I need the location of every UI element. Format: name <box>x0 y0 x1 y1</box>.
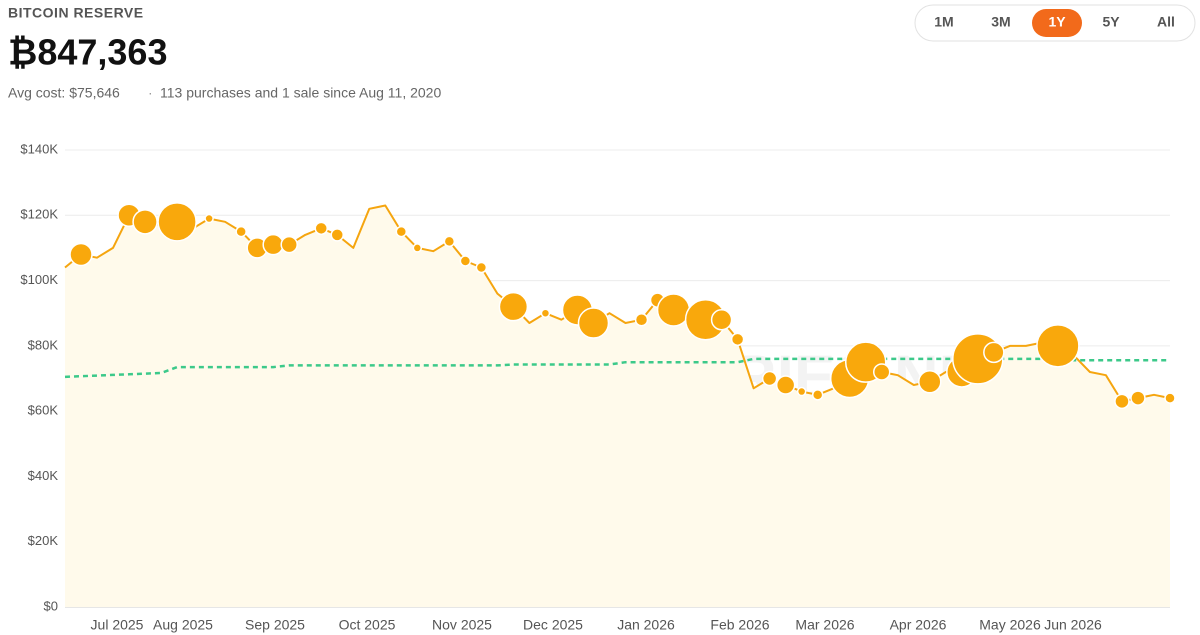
purchase-bubble <box>1164 392 1176 404</box>
reserve-amount: ₿847,363 <box>8 32 167 73</box>
y-tick-label: $0 <box>44 598 58 613</box>
purchase-bubble <box>280 235 298 254</box>
purchase-bubble <box>314 221 328 236</box>
x-tick-label: Apr 2026 <box>890 617 947 633</box>
area <box>65 205 1170 607</box>
purchase-bubble <box>656 293 691 327</box>
separator: · <box>148 85 153 101</box>
range-button-label[interactable]: All <box>1157 14 1175 30</box>
y-tick-label: $140K <box>20 141 58 156</box>
range-button[interactable]: All <box>1157 14 1175 30</box>
purchase-bubble <box>395 225 408 238</box>
purchase-bubble <box>918 370 942 394</box>
purchase-bubble <box>69 242 93 267</box>
purchase-bubble <box>872 363 891 381</box>
range-button-bg[interactable] <box>1032 9 1082 37</box>
purchase-bubble <box>710 308 733 331</box>
x-tick-label: Mar 2026 <box>795 617 854 633</box>
purchase-bubble <box>796 386 807 397</box>
avg-cost: Avg cost: $75,646 <box>8 85 120 101</box>
y-tick-label: $20K <box>28 533 59 548</box>
y-tick-label: $60K <box>28 403 59 418</box>
purchase-bubble <box>1036 324 1080 368</box>
purchase-bubble <box>811 389 824 401</box>
x-tick-label: Nov 2025 <box>432 617 492 633</box>
y-tick-label: $80K <box>28 337 59 352</box>
purchase-bubble <box>761 370 778 387</box>
range-button[interactable]: 5Y <box>1102 14 1120 30</box>
purchase-bubble <box>775 375 796 395</box>
range-button[interactable]: 1M <box>934 14 953 30</box>
purchase-bubble <box>459 255 472 267</box>
purchase-bubble <box>1114 393 1130 410</box>
y-tick-label: $120K <box>20 207 58 222</box>
purchase-bubble <box>634 312 649 327</box>
x-tick-label: Jun 2026 <box>1044 617 1102 633</box>
purchase-bubble <box>443 235 456 248</box>
x-tick-label: May 2026 <box>979 617 1041 633</box>
purchase-bubble <box>577 307 610 339</box>
range-button-label[interactable]: 1Y <box>1048 14 1066 30</box>
range-button[interactable]: 3M <box>991 14 1010 30</box>
x-tick-label: Oct 2025 <box>339 617 396 633</box>
range-button-label[interactable]: 5Y <box>1102 14 1120 30</box>
purchase-bubble <box>540 308 551 318</box>
x-tick-label: Aug 2025 <box>153 617 213 633</box>
y-tick-label: $100K <box>20 272 58 287</box>
purchase-bubble <box>1130 390 1146 406</box>
purchase-bubble <box>262 233 284 256</box>
reserve-title: BITCOIN RESERVE <box>8 5 144 21</box>
purchase-bubble <box>730 332 745 347</box>
summary: 113 purchases and 1 sale since Aug 11, 2… <box>160 85 441 101</box>
purchase-bubble <box>983 341 1005 364</box>
x-tick-label: Sep 2025 <box>245 617 305 633</box>
purchase-bubble <box>204 213 214 224</box>
purchase-bubble <box>132 209 158 235</box>
purchase-bubble <box>157 202 197 242</box>
purchase-bubble <box>330 228 344 242</box>
y-tick-label: $40K <box>28 468 59 483</box>
purchase-bubble <box>498 291 529 322</box>
range-button-label[interactable]: 3M <box>991 14 1010 30</box>
purchase-bubble <box>475 261 488 274</box>
range-button[interactable]: 1Y <box>1032 9 1082 37</box>
range-button-label[interactable]: 1M <box>934 14 953 30</box>
purchase-bubble <box>412 243 423 253</box>
x-tick-label: Feb 2026 <box>710 617 769 633</box>
x-tick-label: Jan 2026 <box>617 617 675 633</box>
purchase-bubble <box>235 225 247 238</box>
x-tick-label: Dec 2025 <box>523 617 583 633</box>
x-tick-label: Jul 2025 <box>91 617 144 633</box>
